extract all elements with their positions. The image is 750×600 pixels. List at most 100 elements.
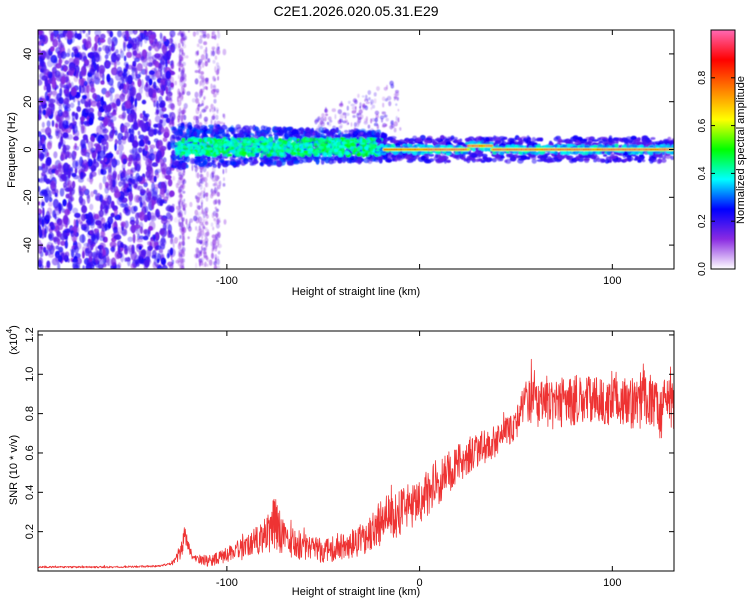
spectral-cell: [81, 233, 85, 244]
spectral-cell: [148, 129, 155, 137]
spectral-cell: [145, 158, 153, 168]
spectral-cell: [243, 157, 249, 165]
spectral-cell: [215, 88, 220, 93]
spectral-cell: [364, 118, 368, 124]
spectral-cell: [161, 107, 167, 112]
spectral-cell: [233, 133, 237, 138]
spectral-cell: [260, 152, 264, 158]
spectral-cell: [393, 127, 397, 133]
spectral-cell: [134, 47, 139, 52]
spectral-cell: [347, 100, 351, 104]
spectral-cell: [160, 158, 165, 167]
spectral-cell: [123, 245, 130, 251]
spectral-cell: [274, 139, 279, 143]
spectral-cell: [259, 156, 265, 160]
spectral-cell: [200, 71, 205, 75]
spectral-cell: [128, 192, 134, 202]
spectral-cell: [83, 242, 90, 247]
spectral-cell: [171, 259, 175, 265]
spectral-cell: [373, 132, 377, 136]
spectral-cell: [52, 38, 59, 48]
spectral-cell: [201, 61, 205, 68]
spectral-cell: [182, 44, 187, 49]
spectral-cell: [43, 68, 50, 76]
spectral-cell: [73, 48, 78, 55]
spectral-cell: [206, 171, 210, 178]
spectral-cell: [42, 207, 45, 218]
spectral-cell: [170, 155, 178, 160]
spectral-cell: [135, 172, 140, 182]
spectral-cell: [189, 145, 193, 150]
spectral-cell: [287, 144, 293, 148]
spectral-cell: [82, 251, 85, 259]
spectral-cell: [205, 46, 208, 54]
spectral-cell: [38, 257, 44, 267]
spectral-cell: [223, 177, 225, 182]
spectral-cell: [59, 119, 62, 129]
spectral-cell: [196, 50, 199, 56]
spectral-cell: [276, 126, 280, 134]
spectral-cell: [346, 105, 349, 111]
spectral-cell: [83, 120, 90, 125]
spectral-cell: [179, 215, 182, 221]
spectral-cell: [385, 97, 389, 102]
spectral-cell: [60, 240, 66, 246]
spectral-cell: [181, 172, 184, 178]
spectral-cell: [73, 75, 79, 83]
spectral-cell: [114, 138, 118, 146]
spectral-cell: [139, 211, 145, 222]
spectral-cell: [67, 258, 70, 263]
spectral-cell: [76, 264, 81, 269]
spectral-cell: [186, 223, 190, 230]
spectral-cell: [181, 233, 185, 238]
spectral-cell: [216, 43, 219, 48]
spectral-cell: [374, 117, 378, 123]
spectral-cell: [492, 157, 497, 163]
spectral-cell: [53, 177, 56, 182]
spectral-cell: [64, 240, 69, 249]
spectral-cell: [105, 236, 108, 243]
spectral-cell: [341, 147, 345, 152]
spectral-cell: [59, 188, 65, 197]
spectral-cell: [339, 113, 345, 119]
spectral-cell: [114, 234, 122, 240]
spectral-cell: [216, 186, 219, 193]
spectral-cell: [144, 259, 150, 268]
spectral-cell: [337, 158, 343, 164]
spectral-cell: [215, 69, 220, 76]
spectral-cell: [246, 128, 252, 135]
spectral-cell: [300, 130, 304, 135]
spectral-cell: [104, 223, 108, 231]
spectral-cell: [324, 107, 327, 113]
spectral-cell: [229, 143, 234, 147]
spectral-cell: [204, 138, 208, 143]
spectral-cell: [178, 91, 181, 98]
spectral-cell: [92, 92, 97, 100]
spectral-cell: [41, 121, 45, 128]
spectral-cell: [198, 126, 204, 132]
spectral-cell: [117, 139, 122, 145]
spectral-cell: [204, 221, 209, 226]
spectral-cell: [198, 38, 203, 44]
spectral-cell: [182, 33, 187, 37]
spectral-cell: [58, 203, 64, 211]
spectral-cell: [50, 242, 54, 250]
spectral-cell: [223, 219, 227, 225]
spectral-cell: [46, 141, 53, 150]
spectral-cell: [177, 257, 181, 263]
spectral-cell: [38, 30, 43, 36]
spectral-cell: [182, 190, 186, 194]
spectral-cell: [331, 108, 336, 112]
spectral-cell: [198, 250, 202, 254]
spectral-cell: [354, 147, 358, 152]
spectral-cell: [180, 253, 183, 258]
spectral-cell: [111, 257, 117, 267]
spectral-cell: [135, 41, 140, 48]
spectral-cell: [95, 246, 98, 256]
spectral-cell: [200, 205, 204, 211]
spectral-cell: [185, 55, 189, 59]
spectral-cell: [90, 135, 95, 142]
spectral-cell: [87, 212, 93, 221]
spectral-cell: [38, 79, 43, 86]
